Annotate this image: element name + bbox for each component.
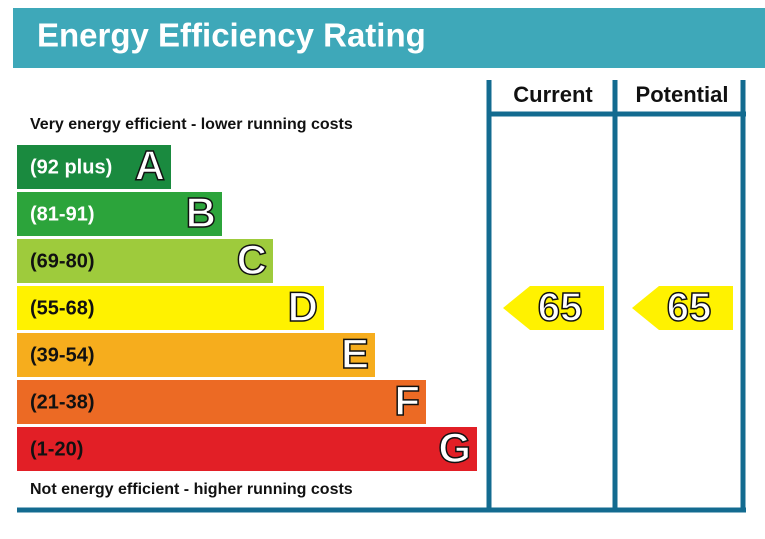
rating-value: 65 (667, 286, 712, 330)
band-letter: D (288, 283, 318, 330)
bottom-note: Not energy efficient - higher running co… (30, 481, 353, 498)
title-bar (13, 8, 765, 68)
chart-title: Energy Efficiency Rating (37, 17, 426, 54)
band-bar (17, 380, 426, 424)
band-letter: G (438, 424, 471, 471)
rating-value: 65 (538, 286, 583, 330)
column-header: Current (513, 82, 593, 107)
band-letter: C (237, 236, 267, 283)
band-bar (17, 286, 324, 330)
rating-arrow (632, 286, 733, 330)
band-letter: F (394, 377, 420, 424)
band-range: (39-54) (30, 344, 94, 366)
band-letter: A (135, 142, 165, 189)
top-note: Very energy efficient - lower running co… (30, 116, 353, 133)
column-header: Potential (636, 82, 729, 107)
band-range: (92 plus) (30, 156, 112, 178)
frame (17, 80, 746, 513)
band-bar (17, 145, 171, 189)
rating-arrow (503, 286, 604, 330)
band-range: (1-20) (30, 438, 83, 460)
band-bar (17, 192, 222, 236)
band-range: (69-80) (30, 250, 94, 272)
band-range: (55-68) (30, 297, 94, 319)
band-bar (17, 333, 375, 377)
band-range: (81-91) (30, 203, 94, 225)
band-letter: B (186, 189, 216, 236)
band-letter: E (341, 330, 369, 377)
band-range: (21-38) (30, 391, 94, 413)
band-bar (17, 239, 273, 283)
band-bar (17, 427, 477, 471)
